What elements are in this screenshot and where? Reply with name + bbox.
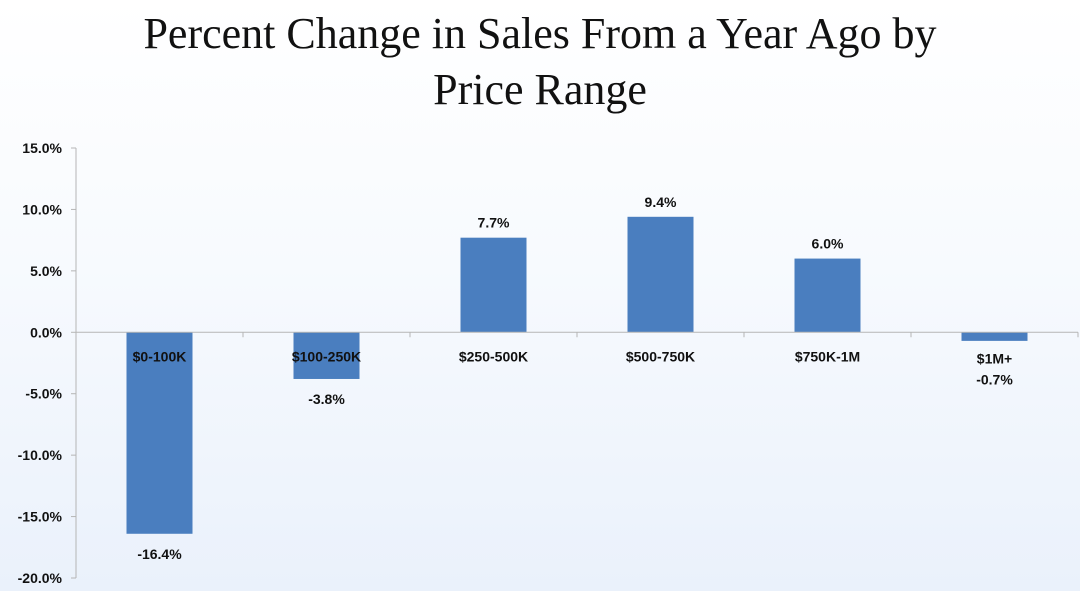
bar (794, 258, 861, 333)
y-tick-label: 5.0% (30, 263, 62, 279)
category-label: $500-750K (626, 348, 695, 364)
category-label: $100-250K (292, 348, 361, 364)
bar (126, 332, 193, 534)
y-tick-label: 10.0% (22, 201, 62, 217)
category-label: $750K-1M (795, 348, 860, 364)
bar (961, 332, 1028, 341)
bar (460, 237, 527, 333)
x-axis (75, 331, 1079, 338)
category-labels: $0-100K $100-250K $250-500K $500-750K $750K-… (133, 348, 1013, 366)
data-labels: -16.4% -3.8% 7.7% 9.4% 6.0% -0.7% (137, 194, 1013, 562)
bar-series (126, 216, 1028, 534)
chart-title-line-2: Price Range (433, 65, 647, 114)
category-label: $1M+ (977, 350, 1012, 366)
y-tick-label: -20.0% (18, 570, 63, 586)
y-axis: 15.0% 10.0% 5.0% 0.0% -5.0% -10.0% -15.0% -20.0… (18, 140, 77, 586)
y-tick-label: -15.0% (18, 509, 63, 525)
category-label: $250-500K (459, 348, 528, 364)
y-tick-label: 15.0% (22, 140, 62, 156)
y-tick-label: 0.0% (30, 324, 62, 340)
data-label: 7.7% (478, 215, 510, 231)
data-label: 6.0% (812, 236, 844, 252)
data-label: 9.4% (645, 194, 677, 210)
bar (293, 332, 360, 379)
data-label: -0.7% (976, 371, 1013, 387)
chart-title: Percent Change in Sales From a Year Ago … (0, 6, 1080, 118)
data-label: -3.8% (308, 391, 345, 407)
chart-title-line-1: Percent Change in Sales From a Year Ago … (143, 9, 937, 58)
bar (627, 216, 694, 333)
data-label: -16.4% (137, 546, 182, 562)
y-tick-label: -10.0% (18, 447, 63, 463)
y-tick-label: -5.0% (25, 386, 62, 402)
category-label: $0-100K (133, 348, 187, 364)
